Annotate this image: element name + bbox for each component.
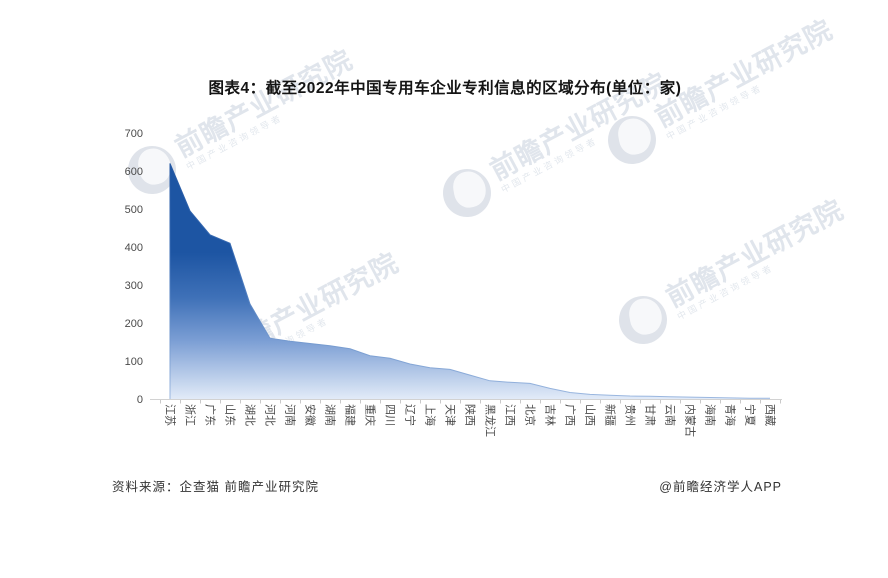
x-axis-label: 江西 [504,404,517,426]
x-axis-label: 内蒙古 [684,404,698,437]
x-axis-label: 天津 [444,404,457,426]
x-axis-label: 辽宁 [404,404,418,426]
x-axis-label: 重庆 [364,404,378,426]
x-axis-label: 上海 [424,404,438,426]
area-series-edge [169,163,770,399]
x-axis-label: 黑龙江 [484,404,497,437]
x-axis-label: 湖北 [244,404,257,426]
area-series [170,163,770,399]
x-axis-label: 北京 [524,404,538,426]
credit-note: @前瞻经济学人APP [659,480,782,494]
source-note: 资料来源：企查猫 前瞻产业研究院 [112,480,319,494]
x-axis-label: 贵州 [624,404,637,426]
x-axis-label: 海南 [704,404,718,426]
x-axis-label: 广东 [204,404,217,426]
x-axis-label: 山东 [224,404,237,426]
x-axis-label: 青海 [724,404,738,426]
chart-title: 图表4：截至2022年中国专用车企业专利信息的区域分布(单位：家) [208,80,682,97]
y-axis-label: 0 [137,394,143,406]
x-axis-label: 新疆 [604,404,618,426]
y-axis-label: 400 [125,242,143,254]
x-axis-label: 河北 [264,404,277,426]
y-axis-label: 600 [125,166,143,178]
x-axis-label: 浙江 [184,404,197,426]
x-axis-label: 山西 [584,404,597,426]
x-axis-label: 四川 [384,404,396,426]
x-axis-label: 福建 [344,404,358,426]
x-axis-label: 西藏 [764,404,777,426]
y-axis-label: 100 [125,356,143,368]
x-axis-label: 湖南 [324,404,337,426]
x-axis-label: 江苏 [164,404,177,426]
y-axis-label: 300 [125,280,143,292]
x-axis-label: 广西 [564,404,577,426]
x-axis-label: 安徽 [304,404,318,426]
y-axis-label: 700 [125,128,143,140]
x-axis-label: 甘肃 [644,404,657,426]
y-axis-label: 500 [125,204,143,216]
x-axis-label: 宁夏 [744,404,758,426]
x-axis-label: 吉林 [544,404,558,426]
x-axis-label: 云南 [664,404,677,426]
x-axis-label: 陕西 [464,404,478,426]
x-axis-label: 河南 [284,404,297,426]
y-axis-label: 200 [125,318,143,330]
